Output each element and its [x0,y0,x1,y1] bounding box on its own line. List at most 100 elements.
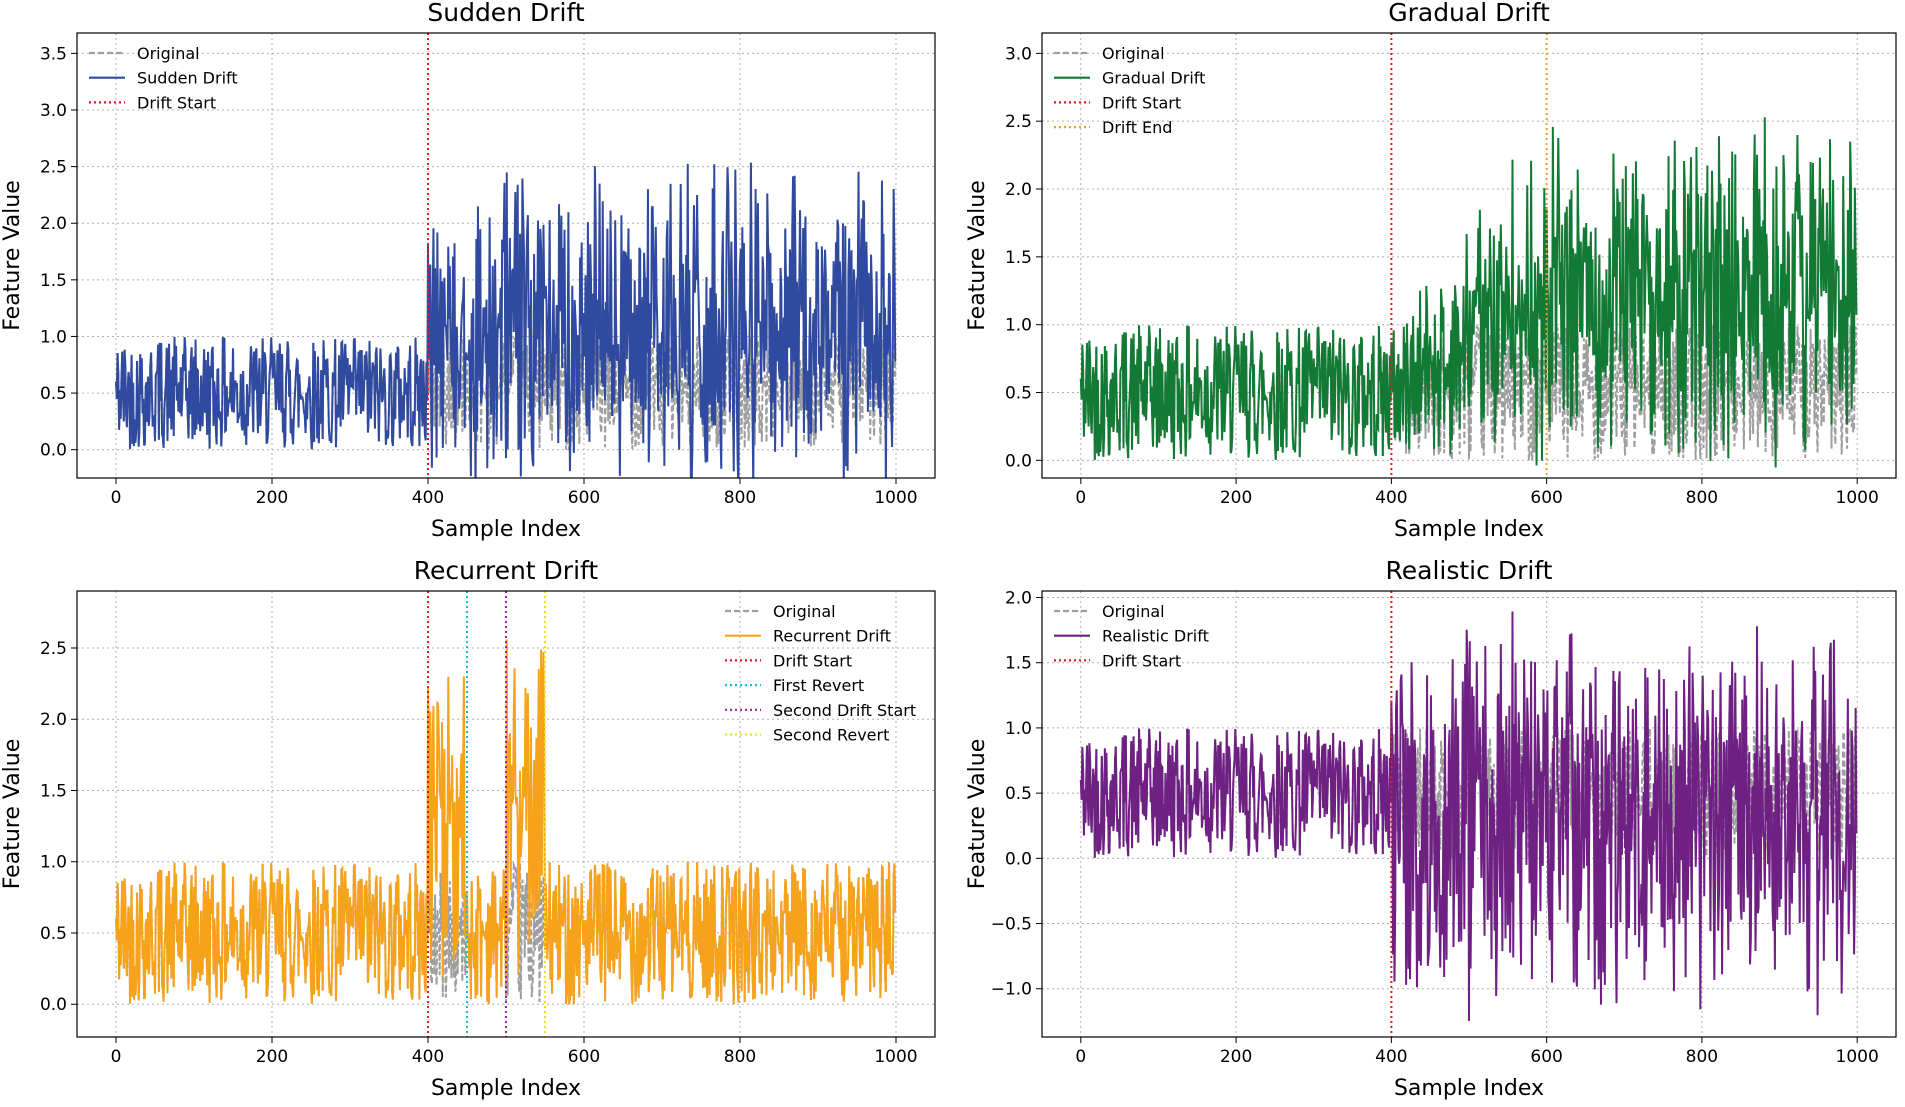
y-tick-label: 2.0 [1005,180,1032,200]
x-tick-label: 600 [568,488,600,508]
plot-area [115,162,897,478]
y-tick-label: 3.5 [40,44,67,64]
x-tick-label: 800 [724,488,756,508]
x-tick-label: 1000 [1836,488,1879,508]
y-axis-label: Feature Value [0,180,25,331]
chart-gradual: 0 200 400 600 800 1000 0.0 0.5 1.0 1.5 2.0 2.5 3.0 Sa… [965,0,1897,542]
x-tick-label: 400 [1375,1047,1407,1067]
x-tick-label: 1000 [874,488,917,508]
x-tick-label: 200 [256,488,288,508]
legend-label: Original [1102,44,1165,63]
x-tick-label: 0 [1075,488,1086,508]
chart-title: Realistic Drift [1386,556,1553,585]
x-axis-label: Sample Index [1394,517,1544,542]
chart-title: Sudden Drift [427,0,584,27]
y-tick-label: 0.0 [1005,451,1032,471]
y-tick-label: 3.0 [1005,44,1032,64]
legend-label: Sudden Drift [137,69,238,88]
legend-label: Original [773,602,836,621]
x-axis-label: Sample Index [1394,1076,1544,1101]
x-tick-label: 0 [1075,1047,1086,1067]
chart-sudden: 0 200 400 600 800 1000 0.0 0.5 1.0 1.5 2.0 2.5 3.0 3.… [0,0,936,542]
legend-label: Drift Start [1102,93,1181,112]
legend-label: Recurrent Drift [773,627,891,646]
y-tick-label: 1.0 [1005,719,1032,739]
plot-area [1079,117,1858,468]
y-tick-label: −1.0 [991,980,1032,1000]
y-tick-label: 1.5 [1005,248,1032,268]
chart-title: Gradual Drift [1388,0,1550,27]
legend: Original Sudden Drift Drift Start [89,44,238,112]
legend: Original Recurrent Drift Drift Start First … [725,602,916,745]
y-tick-label: 1.5 [40,781,67,801]
legend-label: Realistic Drift [1102,627,1209,646]
y-tick-label: 2.0 [40,214,67,234]
x-tick-label: 600 [568,1047,600,1067]
legend-label: Original [1102,602,1165,621]
plot-area [115,639,897,1005]
y-tick-label: 2.5 [40,639,67,659]
x-tick-label: 400 [1375,488,1407,508]
series-recurrent-drift [115,639,897,1005]
x-tick-label: 400 [412,1047,444,1067]
legend-label: Drift Start [137,93,216,112]
y-tick-label: 0.0 [40,995,67,1015]
x-tick-label: 800 [1686,1047,1718,1067]
y-tick-label: 0.0 [40,441,67,461]
y-tick-label: 2.5 [1005,112,1032,132]
x-axis-label: Sample Index [431,517,581,542]
legend-label: Gradual Drift [1102,69,1205,88]
y-tick-label: 2.5 [40,158,67,178]
y-tick-label: 0.5 [40,924,67,944]
axes-frame [76,590,936,1038]
y-tick-label: 1.5 [40,271,67,291]
x-tick-label: 1000 [874,1047,917,1067]
legend-label: Original [137,44,200,63]
series-gradual-drift [1079,117,1858,468]
x-tick-label: 0 [111,1047,122,1067]
series-sudden-drift [115,162,897,478]
chart-recurrent: 0 200 400 600 800 1000 0.0 0.5 1.0 1.5 2.0 2.5 Sampl… [0,556,936,1101]
x-axis-label: Sample Index [431,1076,581,1101]
legend-label: Drift End [1102,118,1172,137]
legend-label: Drift Start [1102,651,1181,670]
legend: Original Realistic Drift Drift Start [1054,602,1209,670]
chart-title: Recurrent Drift [414,556,599,585]
y-tick-label: 1.0 [40,853,67,873]
y-tick-label: 1.0 [1005,316,1032,336]
y-tick-label: 0.5 [40,384,67,404]
x-tick-label: 1000 [1836,1047,1879,1067]
y-axis-label: Feature Value [0,739,25,890]
y-tick-label: 0.5 [1005,384,1032,404]
y-tick-label: 0.0 [1005,849,1032,869]
x-tick-label: 400 [412,488,444,508]
chart-realistic: 0 200 400 600 800 1000 −1.0 −0.5 0.0 0.5 1.0 1.5 2.0… [965,556,1897,1101]
x-tick-label: 800 [1686,488,1718,508]
y-tick-label: 1.5 [1005,654,1032,674]
x-tick-label: 600 [1530,1047,1562,1067]
series-realistic-drift [1079,611,1858,1022]
legend: Original Gradual Drift Drift Start Drift En… [1054,44,1205,137]
x-tick-label: 800 [724,1047,756,1067]
y-tick-label: 1.0 [40,327,67,347]
y-tick-label: −0.5 [991,915,1032,935]
x-tick-label: 200 [1220,1047,1252,1067]
y-tick-label: 3.0 [40,101,67,121]
legend-label: Second Drift Start [773,701,916,720]
x-tick-label: 0 [111,488,122,508]
y-tick-label: 0.5 [1005,784,1032,804]
y-tick-label: 2.0 [40,710,67,730]
x-tick-label: 200 [256,1047,288,1067]
legend-label: Second Revert [773,726,889,745]
legend-label: Drift Start [773,651,852,670]
y-tick-label: 2.0 [1005,589,1032,609]
y-axis-label: Feature Value [965,739,990,890]
axes-frame [1041,32,1897,479]
axes-frame [1041,590,1897,1038]
axes-frame [76,32,936,479]
legend-label: First Revert [773,676,864,695]
plot-area [1079,611,1858,1022]
x-tick-label: 200 [1220,488,1252,508]
